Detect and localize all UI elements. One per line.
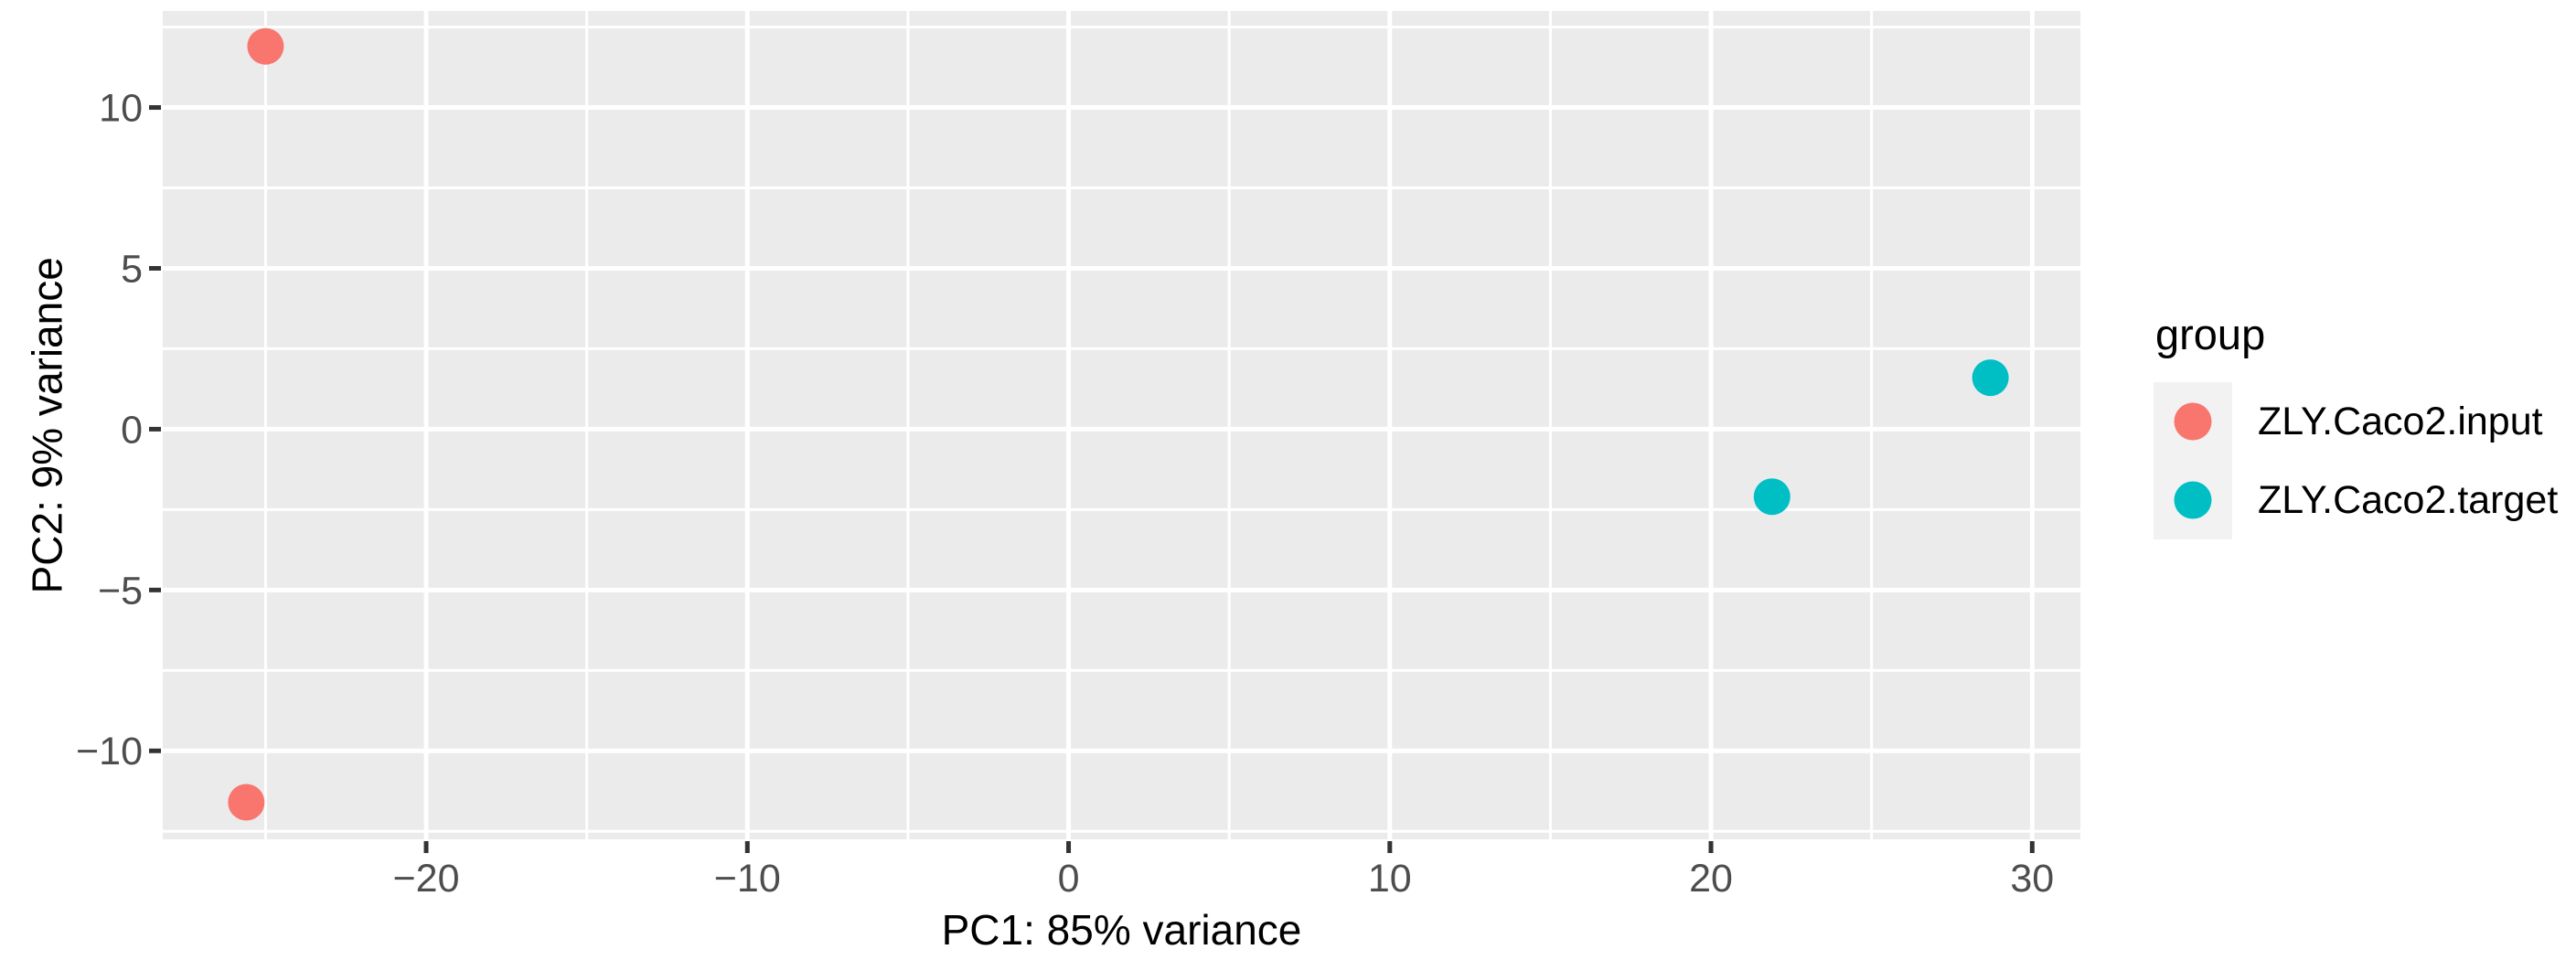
legend: group ZLY.Caco2.input ZLY.Caco2.target [2154,309,2576,556]
legend-item-target: ZLY.Caco2.target [2154,461,2558,539]
x-tick-label: 20 [1689,857,1733,901]
x-tick-label: −20 [393,857,460,901]
x-tick-label: 10 [1368,857,1412,901]
y-axis-title: PC2: 9% variance [23,257,71,594]
y-tick-label: 0 [121,408,143,452]
x-axis-title: PC1: 85% variance [941,906,1302,954]
legend-label-input: ZLY.Caco2.input [2258,399,2543,443]
data-point [1753,478,1790,516]
data-point [1972,359,2009,397]
y-tick-label: 5 [121,247,143,291]
legend-title: group [2155,310,2266,358]
data-point [228,784,265,821]
legend-key [2154,461,2232,539]
x-tick-label: −10 [714,857,781,901]
legend-key [2154,382,2232,461]
legend-item-input: ZLY.Caco2.input [2154,382,2543,461]
y-tick-label: −5 [98,569,143,613]
x-tick-label: 0 [1058,857,1080,901]
y-tick-label: 10 [99,87,143,131]
legend-label-target: ZLY.Caco2.target [2258,477,2559,522]
legend-point-icon [2174,402,2212,441]
legend-point-icon-target [2174,481,2212,519]
panel-background [163,11,2080,839]
y-tick-label: −10 [76,730,143,773]
legend-point-icon-input [2174,402,2212,441]
legend-point-icon [2174,481,2212,519]
data-point [247,27,284,65]
x-tick-label: 30 [2010,857,2054,901]
